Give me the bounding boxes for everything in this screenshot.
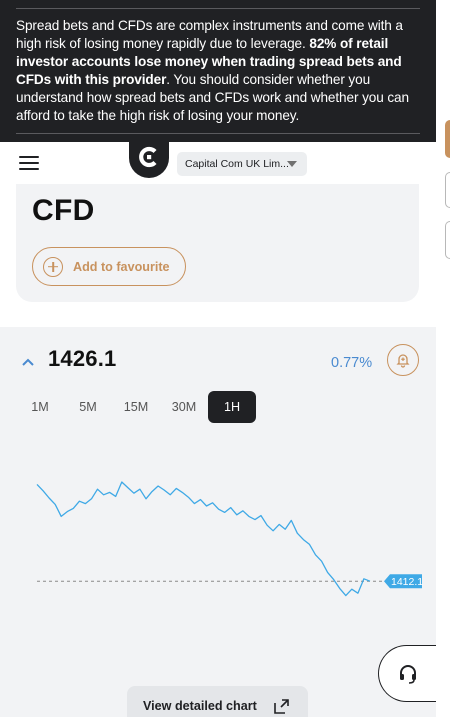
price-series-line [37,482,370,596]
add-to-favourite-label: Add to favourite [73,260,170,274]
brand-logo[interactable] [129,136,169,178]
banner-divider-top [16,8,420,9]
risk-warning-banner: Spread bets and CFDs are complex instrum… [0,0,436,142]
timeframe-30m[interactable]: 30M [168,391,200,423]
capital-logo-icon [136,144,162,170]
instrument-title-card: CFD Add to favourite [16,184,419,302]
side-tab-2[interactable] [445,172,450,208]
price-change-percent: 0.77% [331,355,372,371]
chevron-up-icon[interactable] [22,358,34,366]
entity-selector[interactable]: Capital Com UK Lim... [177,152,307,176]
timeframe-1h[interactable]: 1H [208,391,256,423]
expand-icon [273,698,290,715]
menu-icon[interactable] [19,156,39,170]
price-alert-button[interactable] [387,344,419,376]
side-tab-accent[interactable] [445,120,450,158]
timeframe-15m[interactable]: 15M [120,391,152,423]
instrument-title: CFD [32,194,95,228]
current-price: 1426.1 [48,346,117,372]
plus-circle-icon [43,257,63,277]
add-to-favourite-button[interactable]: Add to favourite [32,247,186,286]
view-detailed-chart-label: View detailed chart [143,699,257,713]
price-chart[interactable]: 1412.1 [0,440,436,630]
timeframe-1m[interactable]: 1M [26,391,54,423]
chevron-down-icon [287,161,297,167]
timeframe-5m[interactable]: 5M [73,391,103,423]
headset-icon [397,663,419,685]
risk-warning-text: Spread bets and CFDs are complex instrum… [16,17,420,125]
view-detailed-chart-button[interactable]: View detailed chart [127,686,308,717]
bell-plus-icon [395,352,411,368]
entity-selector-label: Capital Com UK Lim... [185,158,289,170]
price-tag-label: 1412.1 [391,576,423,588]
current-price-tag: 1412.1 [384,574,423,588]
side-tab-3[interactable] [445,221,450,259]
support-button[interactable] [378,645,436,702]
banner-divider-bottom [16,133,420,134]
